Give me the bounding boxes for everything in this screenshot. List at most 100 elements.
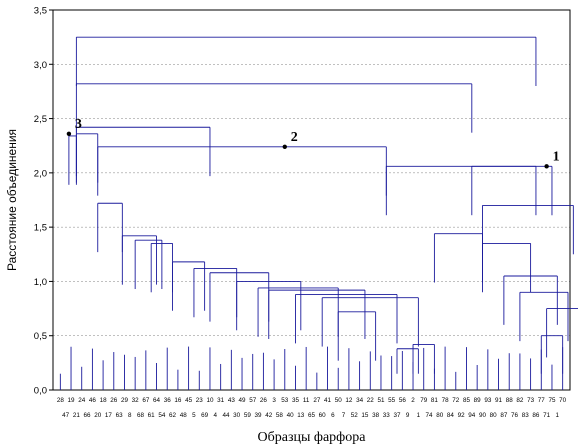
leaf-label: 4 xyxy=(214,412,218,419)
leaf-label: 45 xyxy=(185,397,193,404)
y-tick-label: 2,5 xyxy=(34,114,47,125)
leaf-label: 94 xyxy=(468,412,476,419)
leaf-label: 81 xyxy=(431,397,439,404)
y-tick-label: 0,5 xyxy=(34,331,47,342)
leaf-label: 27 xyxy=(313,397,321,404)
annotation-dot xyxy=(66,131,72,136)
leaf-label: 13 xyxy=(297,412,305,419)
leaf-label: 26 xyxy=(110,397,118,404)
leaf-label: 66 xyxy=(84,412,92,419)
annotation-label: 2 xyxy=(291,130,298,145)
leaf-label: 55 xyxy=(388,397,396,404)
leaf-label: 3 xyxy=(272,397,276,404)
leaf-label: 63 xyxy=(116,412,124,419)
leaf-label: 64 xyxy=(153,397,161,404)
leaf-label: 61 xyxy=(148,412,156,419)
leaf-label: 48 xyxy=(180,412,188,419)
dendrogram-tree xyxy=(59,36,578,390)
leaf-label: 6 xyxy=(331,412,335,419)
leaf-label: 20 xyxy=(94,412,102,419)
leaf-label: 32 xyxy=(132,397,140,404)
leaf-label: 12 xyxy=(345,397,353,404)
leaf-label: 29 xyxy=(121,397,129,404)
leaf-label: 46 xyxy=(89,397,97,404)
leaf-label: 38 xyxy=(372,412,380,419)
leaf-label: 88 xyxy=(506,397,514,404)
leaf-label: 75 xyxy=(548,397,556,404)
leaf-label: 41 xyxy=(324,397,332,404)
leaf-label: 59 xyxy=(244,412,252,419)
leaf-label: 80 xyxy=(490,412,498,419)
leaf-label: 68 xyxy=(137,412,145,419)
leaf-label: 51 xyxy=(377,397,385,404)
leaf-label: 22 xyxy=(367,397,375,404)
leaf-label: 73 xyxy=(527,397,535,404)
leaf-label: 76 xyxy=(511,412,519,419)
leaf-label: 23 xyxy=(196,397,204,404)
leaf-label: 40 xyxy=(287,412,295,419)
y-axis-title: Расстояние объединения xyxy=(5,129,19,271)
leaf-label: 39 xyxy=(255,412,263,419)
leaf-label: 52 xyxy=(351,412,359,419)
leaf-label: 47 xyxy=(62,412,70,419)
leaf-label: 87 xyxy=(500,412,508,419)
annotation-label: 3 xyxy=(75,117,82,132)
leaf-label: 65 xyxy=(308,412,316,419)
y-tick-label: 1,0 xyxy=(34,277,47,288)
leaf-label: 26 xyxy=(260,397,268,404)
cluster-annotations: 1 2 3 xyxy=(66,117,560,169)
leaf-label: 8 xyxy=(128,412,132,419)
y-axis: 0,0 0,5 1,0 1,5 2,0 2,5 3,0 3,5 xyxy=(34,6,53,397)
leaf-label: 43 xyxy=(228,397,236,404)
leaf-label: 16 xyxy=(174,397,182,404)
leaf-label: 78 xyxy=(442,397,450,404)
leaf-label: 86 xyxy=(532,412,540,419)
leaf-label: 1 xyxy=(417,412,421,419)
leaf-label: 79 xyxy=(420,397,428,404)
leaf-labels-top: 28 19 24 46 18 26 29 32 67 64 36 16 45 23 10 31 43 49 57 26… xyxy=(57,397,567,404)
leaf-label: 90 xyxy=(479,412,487,419)
leaf-label: 77 xyxy=(538,397,546,404)
y-tick-label: 0,0 xyxy=(34,386,47,397)
leaf-label: 18 xyxy=(100,397,108,404)
leaf-label: 72 xyxy=(452,397,460,404)
leaf-label: 44 xyxy=(222,412,230,419)
leaf-label: 21 xyxy=(73,412,81,419)
leaf-label: 70 xyxy=(559,397,567,404)
leaf-label: 58 xyxy=(276,412,284,419)
leaf-label: 17 xyxy=(105,412,113,419)
leaf-label: 7 xyxy=(342,412,346,419)
leaf-label: 1 xyxy=(556,412,560,419)
leaf-label: 34 xyxy=(356,397,364,404)
leaf-label: 54 xyxy=(158,412,166,419)
leaf-label: 5 xyxy=(192,412,196,419)
leaf-label: 19 xyxy=(68,397,76,404)
y-tick-label: 1,5 xyxy=(34,223,47,234)
annotation-label: 1 xyxy=(553,149,560,164)
leaf-label: 69 xyxy=(201,412,209,419)
leaf-label: 60 xyxy=(319,412,327,419)
x-axis-title: Образцы фарфора xyxy=(258,430,367,445)
leaf-label: 91 xyxy=(495,397,503,404)
y-tick-label: 3,0 xyxy=(34,60,47,71)
leaf-label: 9 xyxy=(406,412,410,419)
annotation-dot xyxy=(544,164,549,169)
leaf-label: 37 xyxy=(393,412,401,419)
leaf-label: 93 xyxy=(484,397,492,404)
leaf-label: 83 xyxy=(522,412,530,419)
leaf-label: 49 xyxy=(239,397,247,404)
leaf-label: 15 xyxy=(361,412,369,419)
annotation-dot xyxy=(282,144,287,149)
y-tick-label: 3,5 xyxy=(34,6,47,17)
leaf-label: 80 xyxy=(436,412,444,419)
plot-frame xyxy=(52,9,571,391)
gridlines xyxy=(53,63,570,337)
leaf-label: 33 xyxy=(383,412,391,419)
leaf-label: 89 xyxy=(474,397,482,404)
leaf-label: 56 xyxy=(399,397,407,404)
leaf-label: 57 xyxy=(249,397,257,404)
leaf-label: 82 xyxy=(516,397,524,404)
leaf-label: 50 xyxy=(335,397,343,404)
y-tick-label: 2,0 xyxy=(34,168,47,179)
leaf-label: 2 xyxy=(411,397,415,404)
